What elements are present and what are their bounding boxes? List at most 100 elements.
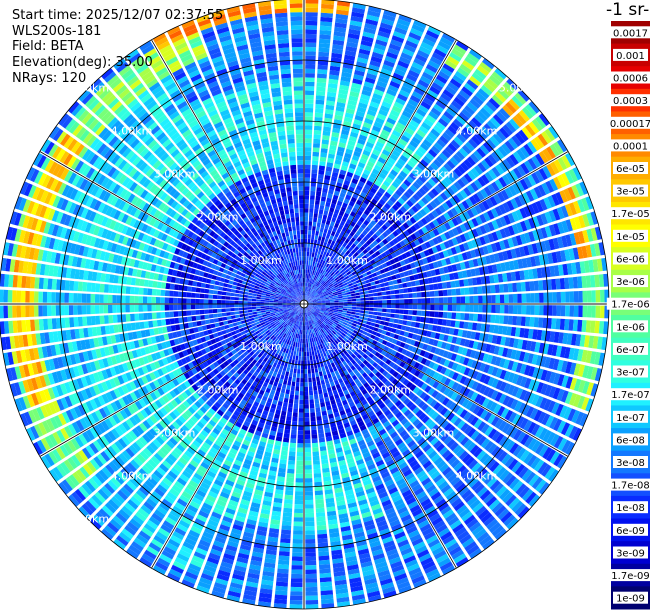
ppi-cell xyxy=(565,361,573,374)
ppi-cell xyxy=(349,260,355,266)
ppi-cell xyxy=(449,78,462,89)
ppi-cell xyxy=(336,265,341,270)
ppi-cell xyxy=(529,188,539,200)
ppi-cell xyxy=(430,331,436,339)
ppi-cell xyxy=(357,161,366,169)
ppi-cell xyxy=(336,5,350,12)
ppi-cell xyxy=(557,374,565,387)
ppi-cell xyxy=(392,323,398,329)
ppi-cell xyxy=(363,81,375,89)
ppi-cell xyxy=(305,112,313,117)
ppi-cell xyxy=(498,176,508,188)
ppi-cell xyxy=(317,538,328,544)
ppi-cell xyxy=(344,50,357,57)
ppi-cell xyxy=(316,253,320,259)
ppi-cell xyxy=(363,219,370,226)
ppi-cell xyxy=(515,235,523,246)
ppi-cell xyxy=(437,282,443,290)
ppi-cell xyxy=(547,305,553,316)
ppi-cell xyxy=(305,534,316,540)
ppi-cell xyxy=(421,291,426,298)
ppi-cell xyxy=(381,252,387,258)
ppi-cell xyxy=(330,249,335,255)
ppi-cell xyxy=(320,12,333,18)
ppi-cell xyxy=(463,173,473,183)
ppi-cell xyxy=(349,182,357,189)
ppi-cell xyxy=(344,261,350,266)
ppi-cell xyxy=(381,262,388,269)
ppi-cell xyxy=(305,282,307,287)
ppi-cell xyxy=(430,145,441,155)
ppi-cell xyxy=(327,291,333,295)
ppi-cell xyxy=(428,284,434,291)
ppi-cell xyxy=(457,253,464,262)
ppi-cell xyxy=(463,279,469,287)
ppi-cell xyxy=(562,332,569,345)
ppi-cell xyxy=(316,308,321,311)
ppi-cell xyxy=(311,297,316,300)
ppi-cell xyxy=(392,204,399,212)
ppi-cell xyxy=(304,134,312,139)
ppi-cell xyxy=(502,250,509,261)
ppi-cell xyxy=(362,272,368,278)
ppi-cell xyxy=(487,265,494,274)
ppi-cell xyxy=(314,262,318,267)
ppi-cell xyxy=(531,202,540,214)
ppi-cell xyxy=(360,130,369,137)
ppi-cell xyxy=(304,469,312,474)
ppi-cell xyxy=(447,209,455,219)
ppi-cell xyxy=(309,390,314,396)
ppi-cell xyxy=(291,556,303,562)
ppi-cell xyxy=(284,375,289,381)
ppi-cell xyxy=(514,247,522,258)
ppi-cell xyxy=(450,139,461,150)
ppi-cell xyxy=(341,264,346,269)
ppi-cell xyxy=(348,273,353,278)
ppi-cell xyxy=(479,61,492,73)
ppi-cell xyxy=(400,52,413,61)
ppi-cell xyxy=(600,289,605,303)
ppi-cell xyxy=(319,254,323,260)
ppi-cell xyxy=(379,269,386,274)
ppi-cell xyxy=(304,138,312,143)
ppi-cell xyxy=(304,395,309,400)
ppi-cell xyxy=(296,347,300,352)
ppi-cell xyxy=(283,433,290,439)
ppi-cell xyxy=(598,242,605,256)
ppi-cell xyxy=(332,213,338,219)
ppi-cell xyxy=(325,298,330,301)
ppi-cell xyxy=(322,187,328,194)
ppi-cell xyxy=(441,149,452,159)
ppi-cell xyxy=(467,170,477,181)
ppi-cell xyxy=(494,91,507,103)
ppi-cell xyxy=(343,284,349,289)
ppi-cell xyxy=(314,117,323,122)
ppi-cell xyxy=(520,162,530,175)
ppi-cell xyxy=(349,231,355,237)
ppi-cell xyxy=(312,270,315,275)
ppi-cell xyxy=(298,421,304,426)
ppi-cell xyxy=(525,104,537,117)
ppi-cell xyxy=(293,512,303,518)
ppi-cell xyxy=(291,381,296,387)
ppi-cell xyxy=(304,360,307,365)
ppi-cell xyxy=(352,320,358,324)
ppi-cell xyxy=(334,300,339,303)
ppi-cell xyxy=(482,245,489,255)
ppi-cell xyxy=(362,248,369,255)
ppi-cell xyxy=(397,18,411,27)
ppi-cell xyxy=(305,3,319,8)
ppi-cell xyxy=(307,247,310,252)
ppi-cell xyxy=(512,115,524,128)
ppi-cell xyxy=(312,305,317,306)
ppi-cell xyxy=(316,300,322,302)
ppi-cell xyxy=(373,216,380,223)
ppi-cell xyxy=(379,320,385,325)
ppi-cell xyxy=(489,344,496,354)
ppi-cell xyxy=(393,257,400,263)
ppi-cell xyxy=(481,200,490,211)
ppi-cell xyxy=(370,56,383,64)
ppi-cell xyxy=(411,115,422,125)
ppi-cell xyxy=(308,283,311,288)
ppi-cell xyxy=(405,127,415,136)
